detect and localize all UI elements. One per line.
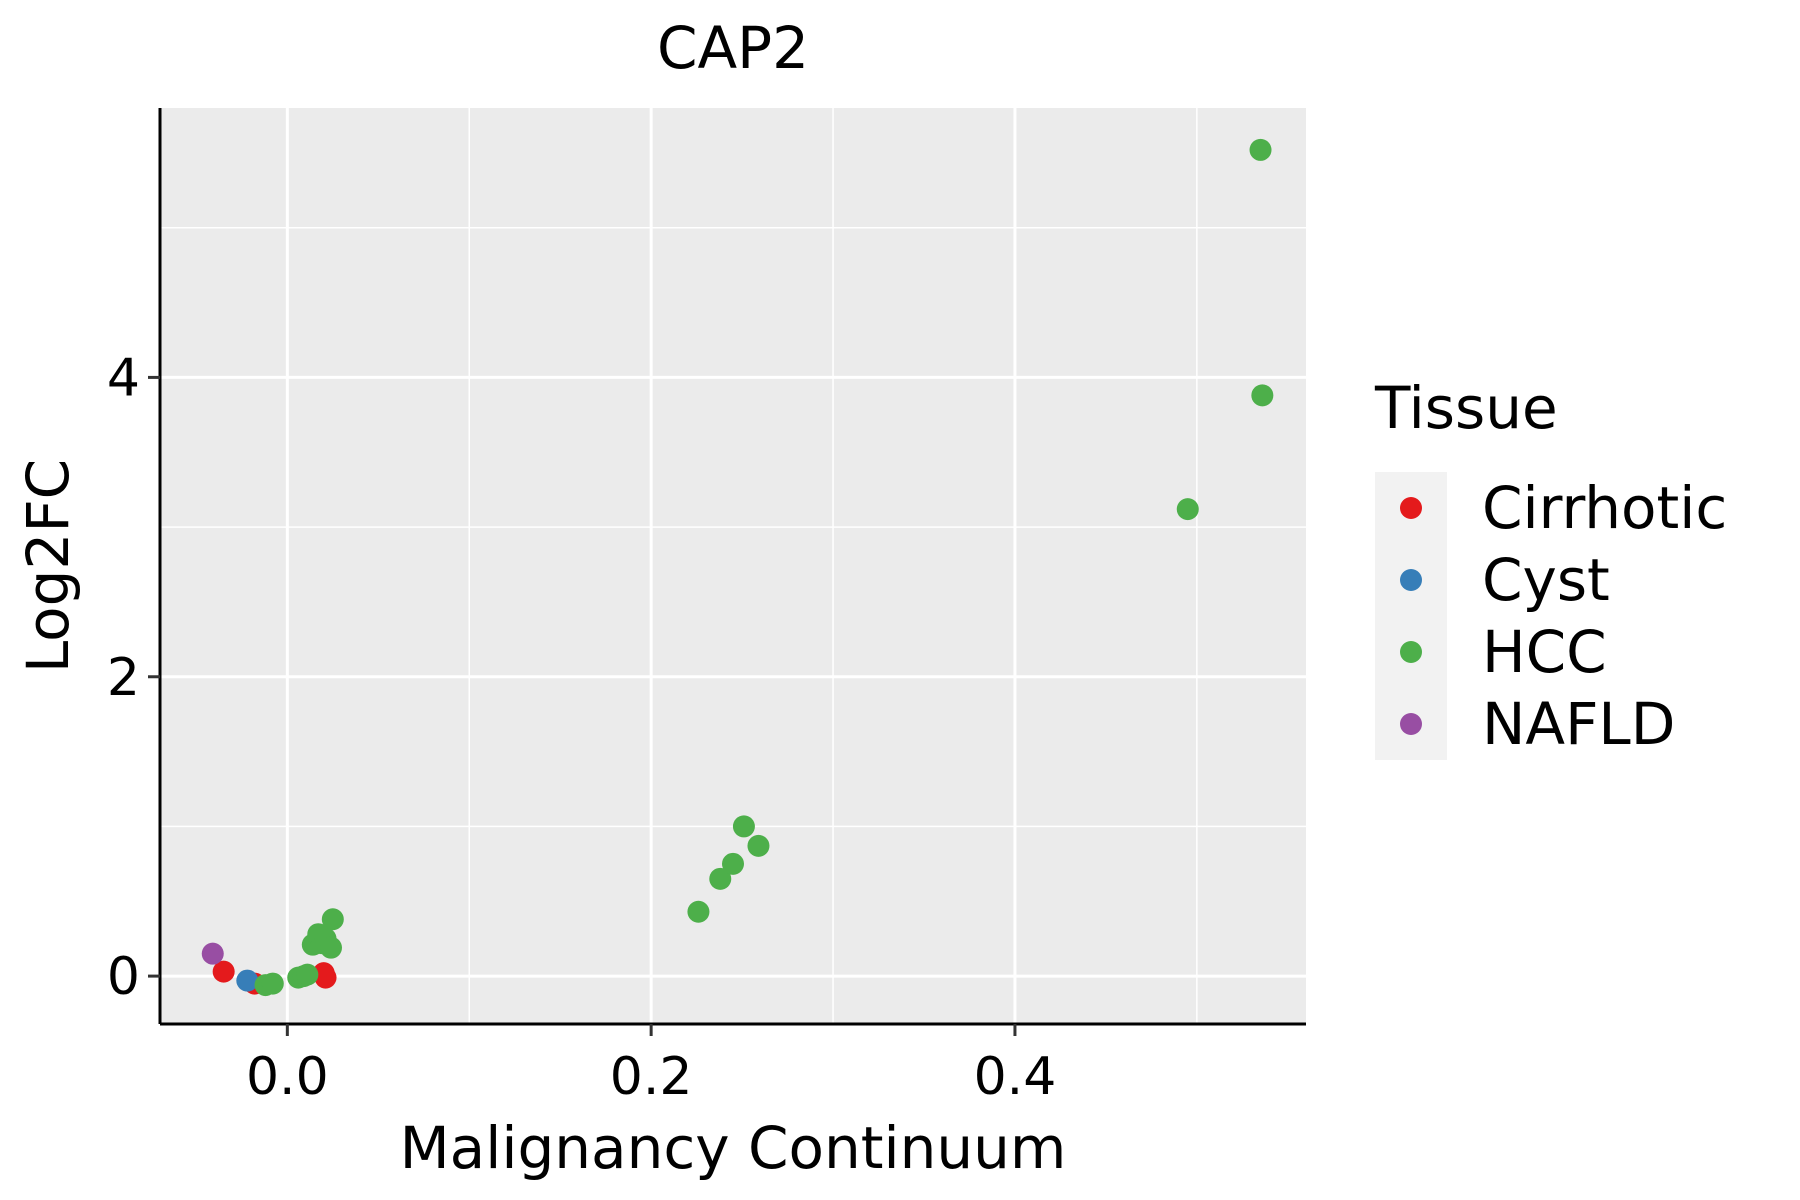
x-axis-ticks: 0.0 0.2 0.4 xyxy=(246,1024,1056,1107)
legend-key-nafld xyxy=(1400,713,1422,735)
y-axis-label: Log2FC xyxy=(14,459,82,673)
point-hcc xyxy=(319,936,342,959)
point-hcc xyxy=(296,963,319,986)
x-tick-label: 0.2 xyxy=(610,1047,693,1107)
point-hcc xyxy=(1251,384,1274,407)
legend-key-hcc xyxy=(1400,641,1422,663)
point-hcc xyxy=(722,852,744,875)
point-cirrhotic xyxy=(314,966,337,989)
point-cyst xyxy=(236,969,259,992)
legend-label-nafld: NAFLD xyxy=(1482,690,1675,758)
point-hcc xyxy=(747,834,770,857)
legend-label-cirrhotic: Cirrhotic xyxy=(1482,474,1727,542)
major-grid xyxy=(160,108,1306,1024)
y-tick-label: 4 xyxy=(107,348,140,408)
point-hcc xyxy=(1176,498,1199,521)
y-tick-label: 2 xyxy=(107,648,140,708)
legend-title: Tissue xyxy=(1374,374,1558,442)
y-axis-ticks: 0 2 4 xyxy=(107,348,160,1007)
x-tick-label: 0.4 xyxy=(974,1047,1057,1107)
point-hcc xyxy=(261,972,284,995)
legend-key-cirrhotic xyxy=(1400,497,1422,519)
point-cirrhotic xyxy=(212,960,235,983)
legend-label-hcc: HCC xyxy=(1482,618,1607,686)
legend-label-cyst: Cyst xyxy=(1482,546,1610,614)
data-points xyxy=(201,138,1274,997)
point-hcc xyxy=(709,867,732,890)
chart-title: CAP2 xyxy=(657,14,809,82)
plot-panel xyxy=(160,108,1306,1024)
point-nafld xyxy=(201,942,224,965)
legend-key-background xyxy=(1375,472,1447,760)
point-hcc xyxy=(321,908,344,931)
x-tick-label: 0.0 xyxy=(246,1047,329,1107)
point-hcc xyxy=(687,900,710,923)
legend-key-cyst xyxy=(1400,569,1422,591)
y-tick-label: 0 xyxy=(107,947,140,1007)
minor-grid xyxy=(160,108,1306,1024)
point-hcc xyxy=(1249,138,1272,161)
point-hcc xyxy=(732,815,755,838)
x-axis-label: Malignancy Continuum xyxy=(400,1114,1067,1182)
